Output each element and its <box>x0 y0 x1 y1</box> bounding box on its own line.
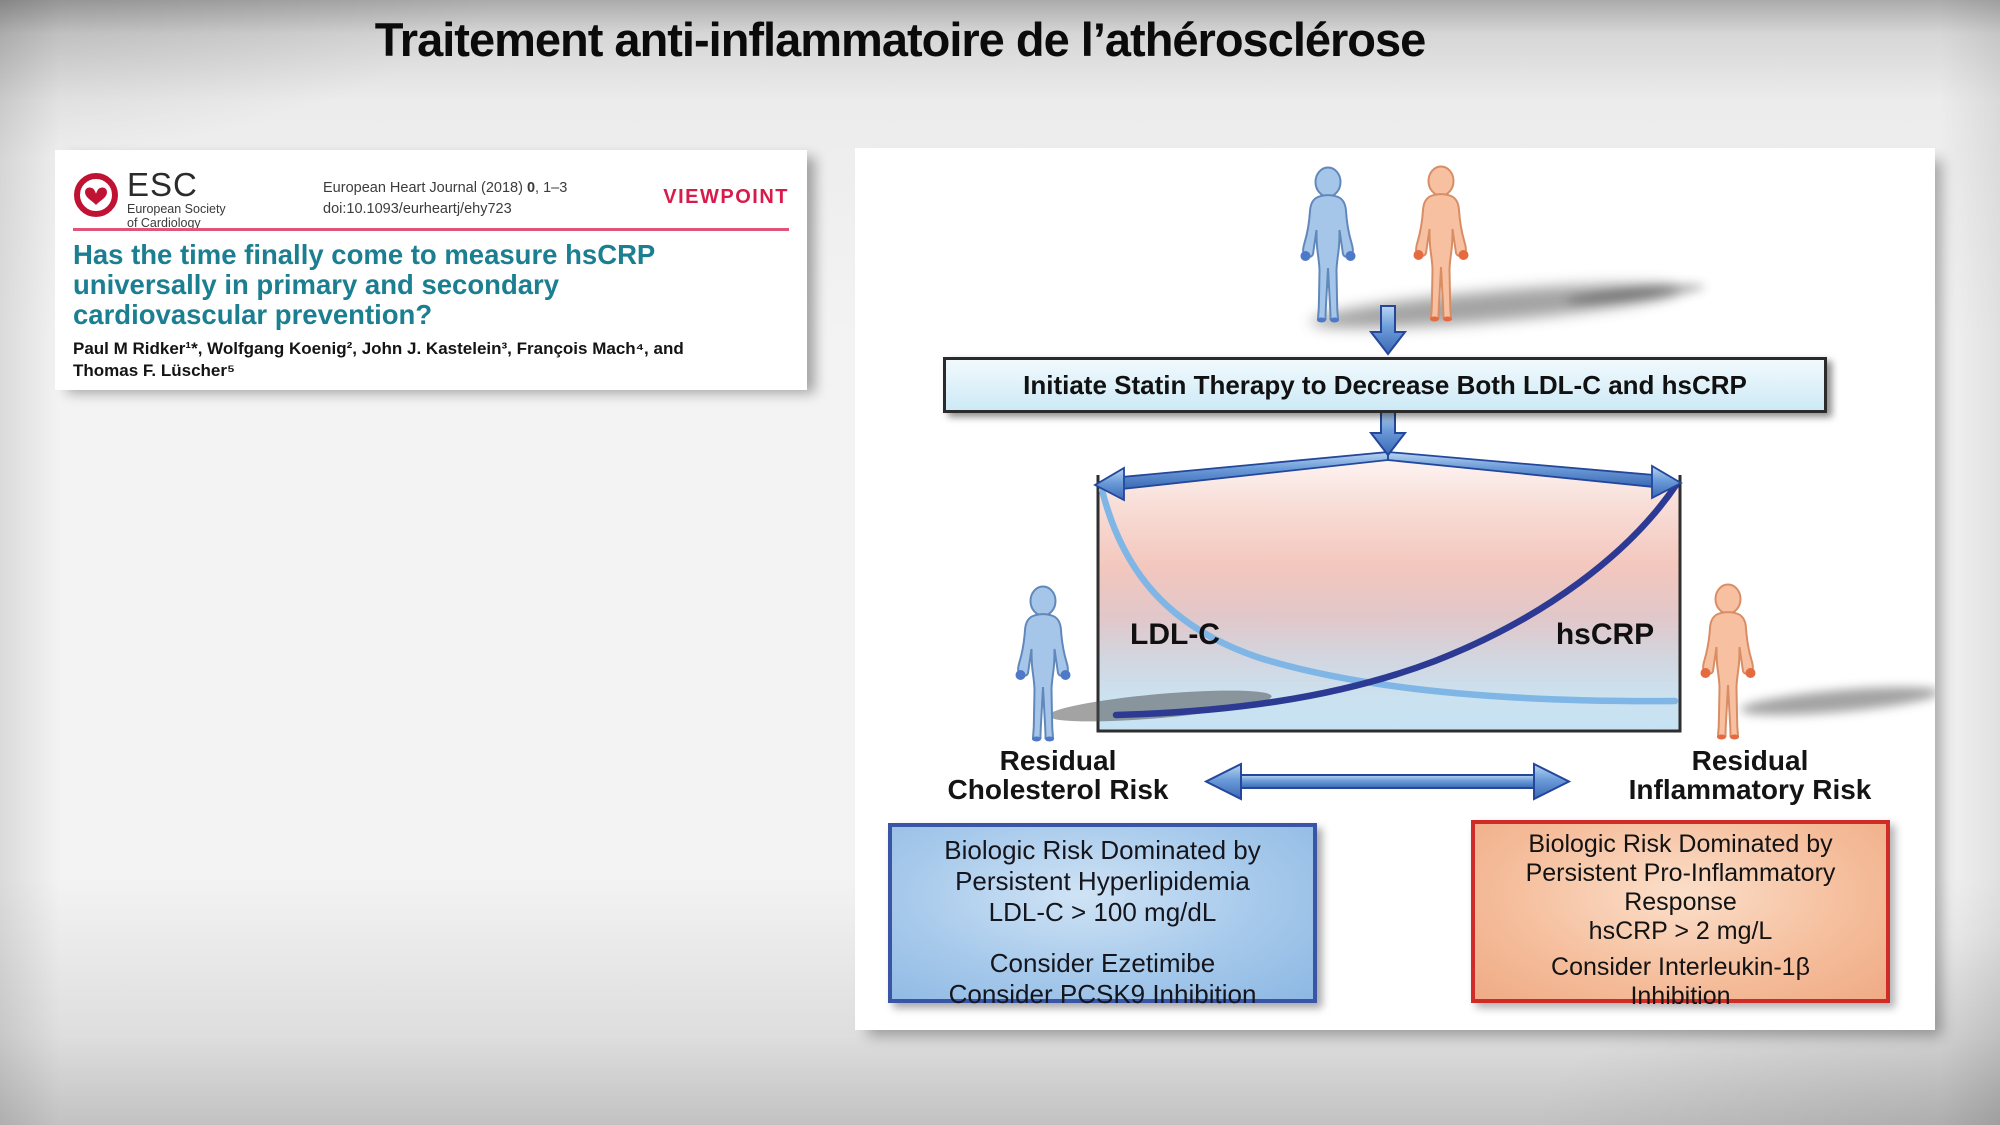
ldl-curve <box>1098 486 1679 705</box>
risk-gradient-box <box>1098 457 1680 731</box>
top-pair-shadow <box>1310 284 1705 328</box>
left-person-shadow <box>1048 690 1272 722</box>
person-icon-blue-top <box>1300 166 1356 323</box>
inflammatory-risk-box: Biologic Risk Dominated by Persistent Pr… <box>1471 820 1890 1010</box>
journal-pages: , 1–3 <box>535 180 568 196</box>
header-divider <box>73 228 789 231</box>
esc-society-name: European Society of Cardiology <box>127 202 226 230</box>
journal-doi: doi:10.1093/eurheartj/ehy723 <box>323 201 512 217</box>
figure-panel: Initiate Statin Therapy to Decrease Both… <box>855 148 1935 1030</box>
paper-authors: Paul M Ridker¹*, Wolfgang Koenig², John … <box>73 338 684 382</box>
text-line: Consider Ezetimibe <box>989 948 1216 978</box>
split-arrow-icon <box>1093 409 1683 502</box>
inflammatory-risk-box-text: Biologic Risk Dominated by Persistent Pr… <box>1475 830 1886 946</box>
right-person-shadow <box>1740 686 1935 716</box>
esc-society-name-line2: of Cardiology <box>127 216 201 230</box>
person-icon-orange-top <box>1413 165 1469 322</box>
cholesterol-risk-box-text: Biologic Risk Dominated by Persistent Hy… <box>892 835 1313 928</box>
text-line: Consider Interleukin-1β <box>1551 953 1810 981</box>
residual-cholesterol-risk-line2: Cholesterol Risk <box>947 774 1169 805</box>
hscrp-curve-label: hsCRP <box>1555 618 1655 651</box>
journal-info: European Heart Journal (2018) 0, 1–3 doi… <box>323 178 567 220</box>
paper-title-line3: cardiovascular prevention? <box>73 299 433 330</box>
esc-heart-icon <box>74 173 118 217</box>
text-line: hsCRP > 2 mg/L <box>1588 917 1773 945</box>
text-line: Inhibition <box>1630 982 1731 1010</box>
paper-header-card: ESC European Society of Cardiology Europ… <box>55 150 807 390</box>
figure-graphics <box>1015 165 1935 801</box>
text-line: Biologic Risk Dominated by <box>944 835 1261 865</box>
cholesterol-risk-box: Biologic Risk Dominated by Persistent Hy… <box>888 823 1317 1009</box>
paper-authors-line2: Thomas F. Lüscher⁵ <box>73 361 235 380</box>
residual-inflammatory-risk-line2: Inflammatory Risk <box>1628 774 1872 805</box>
spacer <box>1475 946 1886 953</box>
journal-volume: 0 <box>526 180 536 196</box>
text-line: LDL-C > 100 mg/dL <box>988 897 1217 927</box>
journal-citation: European Heart Journal (2018) 0, 1–3 <box>323 178 567 199</box>
cholesterol-risk-box-recommendations: Consider Ezetimibe Consider PCSK9 Inhibi… <box>892 948 1313 1010</box>
spacer <box>892 928 1313 948</box>
viewpoint-label: VIEWPOINT <box>663 186 789 208</box>
paper-title-line2: universally in primary and secondary <box>73 269 560 300</box>
slide-title: Traitement anti-inflammatoire de l’athér… <box>374 13 1427 66</box>
text-line: Biologic Risk Dominated by <box>1528 830 1833 858</box>
paper-authors-line1: Paul M Ridker¹*, Wolfgang Koenig², John … <box>73 339 684 358</box>
double-arrow-icon <box>1203 762 1572 801</box>
statin-therapy-box: Initiate Statin Therapy to Decrease Both… <box>943 357 1827 413</box>
residual-cholesterol-risk-label: Residual Cholesterol Risk <box>928 746 1188 804</box>
esc-abbr: ESC <box>127 166 198 203</box>
down-arrow-icon <box>1368 305 1408 356</box>
hscrp-curve <box>1112 481 1680 719</box>
text-line: Consider PCSK9 Inhibition <box>948 979 1257 1009</box>
paper-title: Has the time finally come to measure hsC… <box>73 240 655 330</box>
paper-title-line1: Has the time finally come to measure hsC… <box>73 239 656 270</box>
esc-society-name-line1: European Society <box>127 202 226 216</box>
text-line: Response <box>1624 888 1737 916</box>
inflammatory-risk-box-recommendations: Consider Interleukin-1β Inhibition <box>1475 953 1886 1011</box>
statin-therapy-label: Initiate Statin Therapy to Decrease Both… <box>1023 369 1747 400</box>
journal-name: European Heart Journal (2018) <box>323 180 527 196</box>
risk-box-border <box>1096 475 1682 733</box>
person-icon-blue-left <box>1015 585 1071 742</box>
residual-cholesterol-risk-line1: Residual <box>999 745 1117 776</box>
residual-inflammatory-risk-line1: Residual <box>1691 745 1809 776</box>
ldl-curve-label: LDL-C <box>1130 618 1220 651</box>
person-icon-orange-right <box>1700 583 1756 740</box>
text-line: Persistent Pro-Inflammatory <box>1525 859 1836 887</box>
text-line: Persistent Hyperlipidemia <box>955 866 1250 896</box>
residual-inflammatory-risk-label: Residual Inflammatory Risk <box>1620 746 1880 804</box>
